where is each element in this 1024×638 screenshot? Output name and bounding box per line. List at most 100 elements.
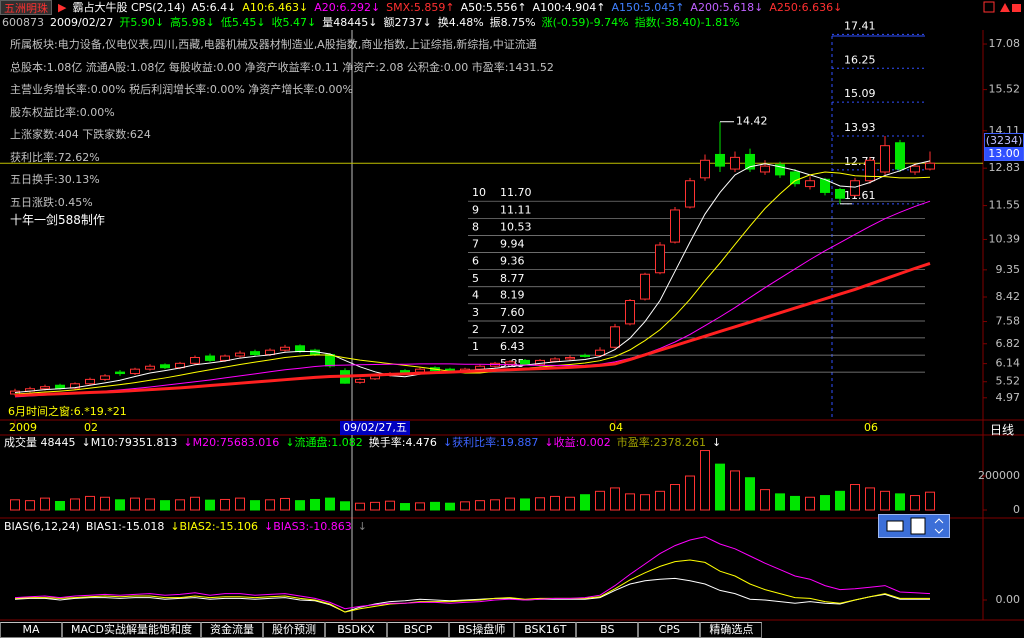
volume-bar: [340, 501, 350, 511]
volume-bar: [805, 496, 815, 511]
candle-body: [85, 378, 95, 385]
ma-line: [14, 261, 931, 397]
x-tick-label: 06: [864, 421, 878, 434]
candle-body: [700, 159, 710, 179]
icon: [983, 1, 995, 13]
candle-body: [190, 356, 200, 364]
x-tick-label: 2009: [9, 421, 37, 434]
header-item: SMX:5.859↑: [386, 1, 455, 14]
volume-bar: [625, 493, 635, 511]
floating-toolbar[interactable]: [878, 514, 950, 538]
bias-line: [14, 536, 931, 610]
volume-bar: [775, 493, 785, 511]
header-item: A10:6.463↓: [242, 1, 309, 14]
candle-body: [220, 355, 230, 361]
header-item: A150:5.045↑: [611, 1, 685, 14]
candle-body: [685, 180, 695, 208]
info-line: 股东权益比率:0.00%: [10, 105, 115, 119]
high-annotation: 14.42: [736, 115, 768, 128]
y-tick-label: 15.52: [989, 83, 1021, 96]
volume-header: 成交量 48445 ↓M10:79351.813 ↓M20:75683.016 ↓流…: [4, 435, 721, 450]
header-item: 量48445↓: [322, 16, 378, 29]
volume-bar: [925, 491, 935, 511]
info-line: 五日涨跌:0.45%: [10, 195, 93, 209]
y-tick-label: 6.14: [996, 357, 1021, 370]
candle-body: [295, 345, 305, 353]
bias-title: BIAS(6,12,24): [4, 520, 80, 533]
tab[interactable]: BSCP: [386, 622, 449, 638]
y-tick-label: 0.00: [996, 593, 1021, 606]
volume-bar: [175, 499, 185, 511]
volume-bar: [850, 484, 860, 511]
volume-bar: [475, 500, 485, 511]
volume-bar: [205, 499, 215, 511]
volume-bar: [550, 495, 560, 511]
help-icon[interactable]: [910, 517, 926, 535]
tab[interactable]: 股价预测: [262, 622, 325, 638]
candle-body: [145, 365, 155, 370]
volume-stat: ↓获利比率:19.887: [442, 436, 539, 449]
volume-bar: [70, 498, 80, 511]
tab[interactable]: MACD实战解量能饱和度: [62, 622, 201, 638]
y-tick-label: 12.83: [989, 161, 1021, 174]
volume-bar: [835, 490, 845, 511]
info-line: 上涨家数:404 下跌家数:624: [10, 128, 151, 141]
tab[interactable]: BSDKX: [324, 622, 387, 638]
candle-body: [790, 171, 800, 185]
icon: [1000, 3, 1010, 12]
volume-bar: [670, 484, 680, 511]
candle-body: [805, 180, 815, 188]
volume-stat: 市盈率:2378.261: [616, 436, 706, 449]
candle-body: [235, 352, 245, 357]
volume-bar: [10, 499, 20, 511]
candle-body: [925, 162, 935, 170]
candle-body: [880, 145, 890, 173]
candle-body: [745, 153, 755, 170]
volume-bar: [700, 450, 710, 511]
volume-bar: [535, 497, 545, 511]
candle-body: [130, 368, 140, 375]
tab[interactable]: 资金流量: [200, 622, 263, 638]
candle-body: [670, 209, 680, 243]
tab[interactable]: BS: [576, 622, 639, 638]
volume-bar: [265, 499, 275, 511]
chip-price: 11.11: [500, 203, 532, 216]
volume-bar: [160, 500, 170, 511]
tab[interactable]: MA: [0, 622, 62, 638]
volume-bar: [595, 490, 605, 511]
last-price: 13.00: [985, 147, 1023, 160]
volume-bar: [790, 495, 800, 511]
volume-bar: [730, 470, 740, 511]
volume-bar: [115, 499, 125, 511]
scroll-icon[interactable]: [934, 518, 944, 534]
keyboard-icon[interactable]: [886, 520, 904, 532]
tab[interactable]: BSK16T: [514, 622, 577, 638]
volume-bar: [415, 502, 425, 511]
header-item: 开5.90↓: [119, 16, 165, 29]
tab[interactable]: CPS: [638, 622, 701, 638]
volume-bar: [430, 501, 440, 511]
header-item: 收5.47↓: [271, 16, 317, 29]
header-item: 霸占大牛股 CPS(2,14): [72, 1, 186, 14]
volume-bar: [505, 497, 515, 511]
y-tick-label: 10.39: [989, 232, 1021, 245]
volume-bar: [130, 497, 140, 511]
ma-line: [14, 171, 931, 395]
candle-body: [55, 384, 65, 389]
candle-body: [280, 346, 290, 351]
header-item: A5:6.4↓: [191, 1, 237, 14]
header-item: A20:6.292↓: [314, 1, 381, 14]
candle-body: [655, 244, 665, 274]
volume-bar: [445, 502, 455, 511]
volume-bar: [745, 477, 755, 511]
tab[interactable]: BS操盘师: [448, 622, 515, 638]
candle-body: [205, 355, 215, 361]
chip-price: 11.70: [500, 186, 532, 199]
tab[interactable]: 精确选点: [700, 622, 763, 638]
period-label[interactable]: 日线: [990, 423, 1015, 437]
x-tick-label: 04: [609, 421, 623, 434]
volume-bar: [280, 497, 290, 511]
candle-body: [580, 354, 590, 357]
stock-name[interactable]: 五洲明珠: [0, 0, 52, 15]
volume-bar: [25, 500, 35, 511]
